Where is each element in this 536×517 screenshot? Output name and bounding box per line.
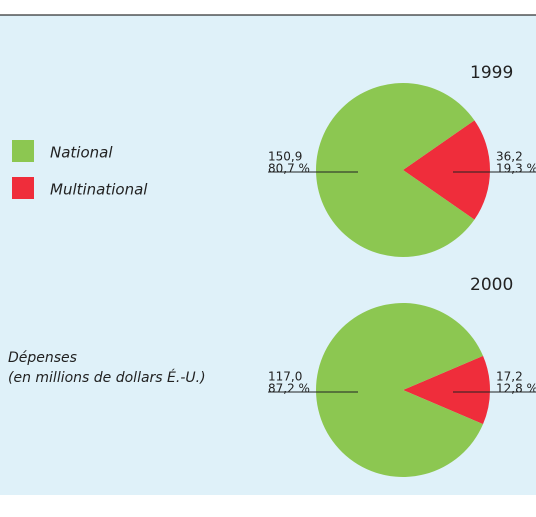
percent-label: 19,3 % (496, 162, 536, 176)
value-label: 117,0 (268, 370, 302, 384)
pie-slice (403, 355, 491, 425)
percent-label: 80,7 % (268, 162, 310, 176)
chart-title: 1999 (470, 63, 513, 83)
value-label: 36,2 (496, 150, 523, 164)
percent-label: 87,2 % (268, 382, 310, 396)
pie-slice (403, 120, 490, 220)
note: Dépenses (8, 350, 77, 366)
note: (en millions de dollars É.-U.) (8, 369, 206, 386)
legend-swatch (12, 177, 34, 199)
value-label: 150,9 (268, 150, 302, 164)
pie-slice (316, 303, 484, 477)
value-label: 17,2 (496, 370, 523, 384)
legend-label: National (50, 144, 113, 162)
percent-label: 12,8 % (496, 382, 536, 396)
chart-title: 2000 (470, 275, 513, 295)
pie-slice (316, 83, 475, 258)
legend-swatch (12, 140, 34, 162)
legend-label: Multinational (50, 181, 148, 199)
